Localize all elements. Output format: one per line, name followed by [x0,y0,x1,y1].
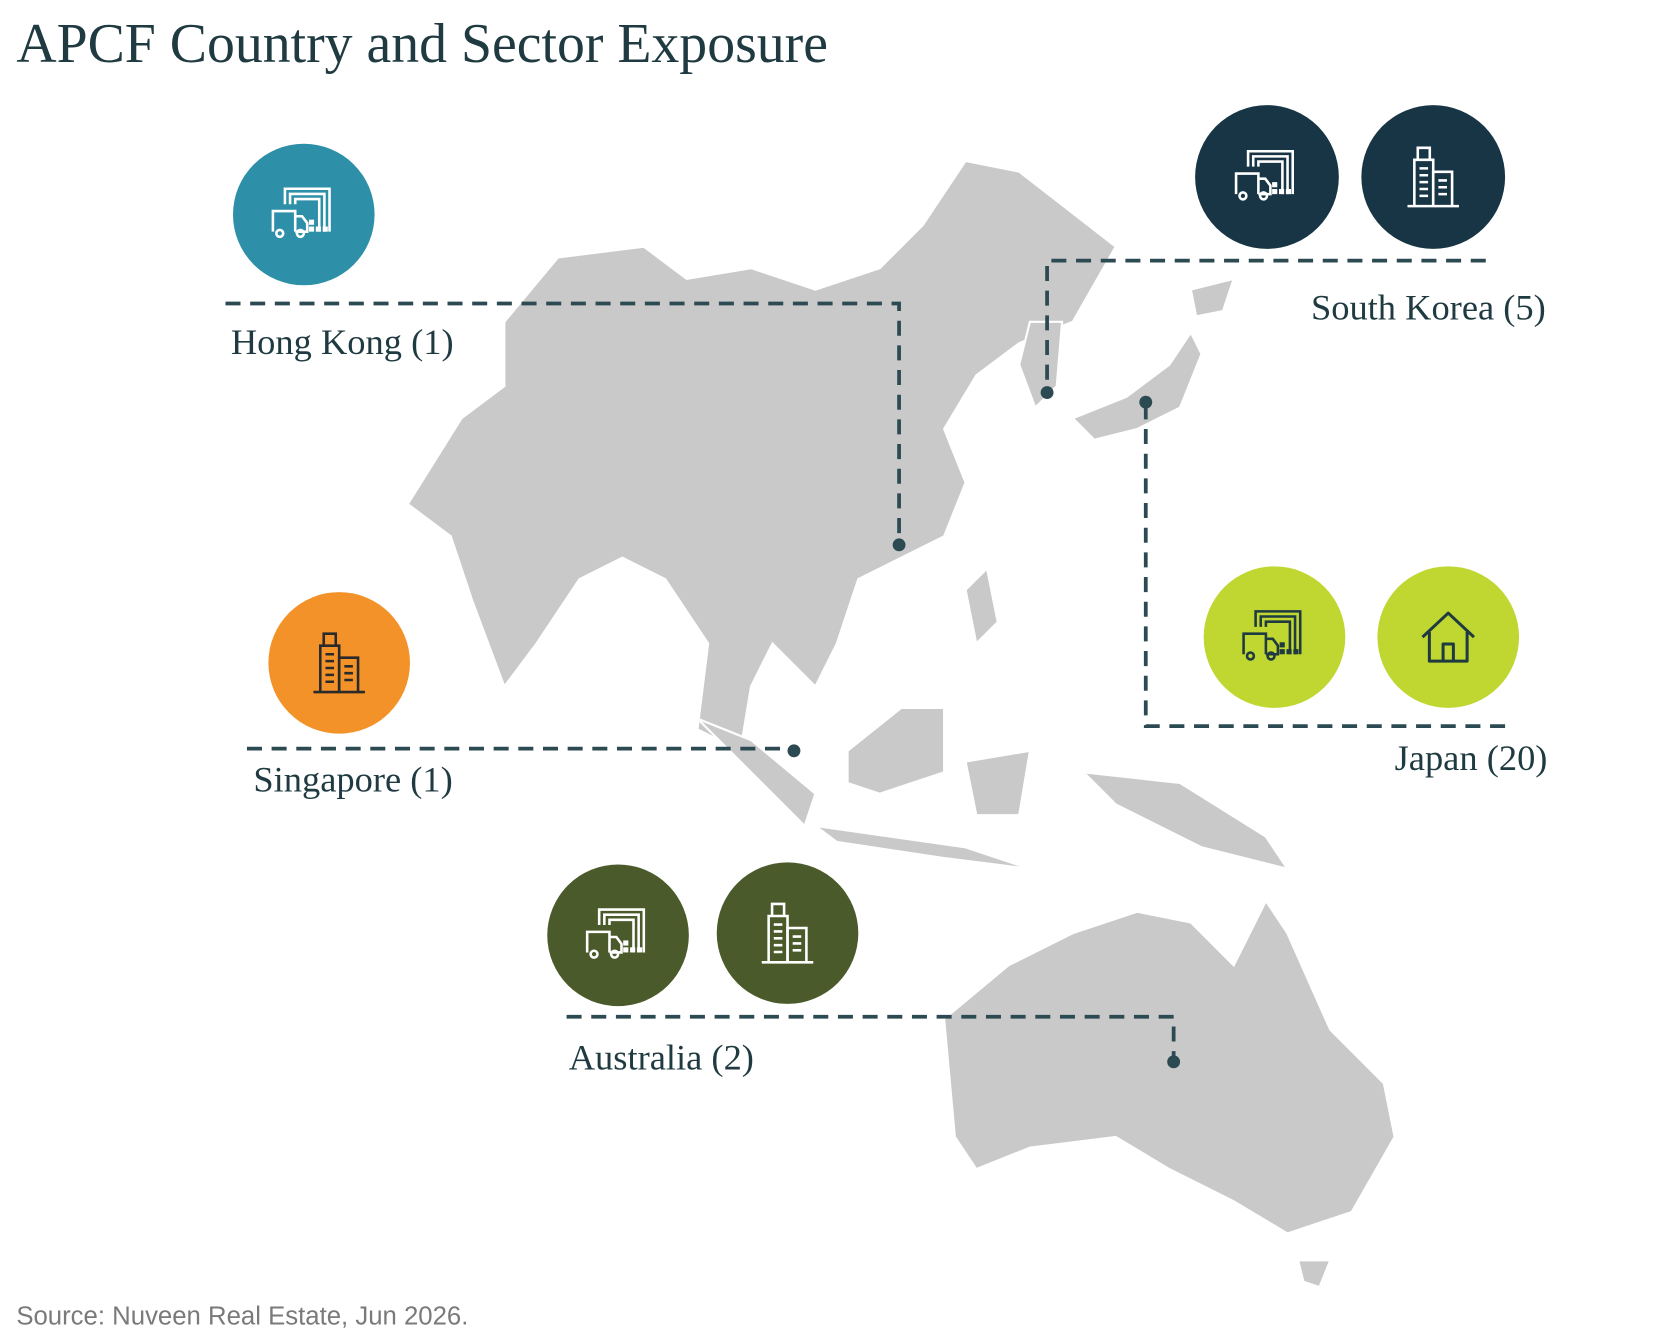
sector-icons [233,105,1520,1007]
map [406,159,1396,1289]
source-note: Source: Nuveen Real Estate, Jun 2026. [16,1303,468,1330]
title: APCF Country and Sector Exposure [16,13,828,75]
connectors [225,258,1508,1069]
country-label: Japan (20) [1395,738,1548,778]
country-label: Hong Kong (1) [231,322,454,362]
country-label: South Korea (5) [1311,288,1546,328]
country-label: Singapore (1) [253,760,452,800]
country-label: Australia (2) [569,1037,754,1077]
